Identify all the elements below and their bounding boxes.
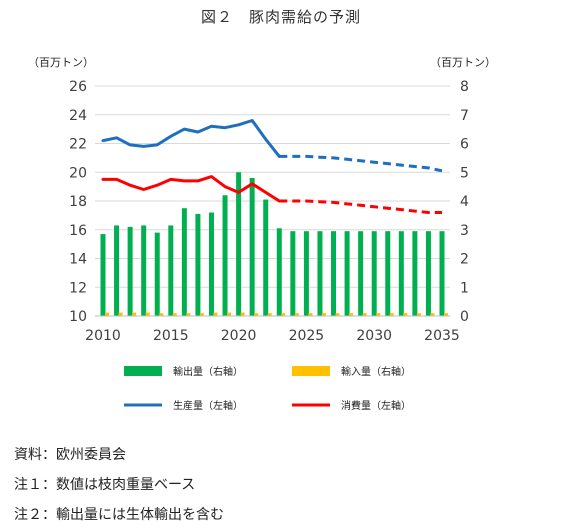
bar-export [398, 231, 404, 316]
bar-import [186, 313, 191, 316]
bar-import [267, 313, 272, 316]
bar-export [168, 225, 174, 316]
legend-label-production: 生産量（左軸） [173, 399, 243, 412]
right-tick-label: 2 [460, 252, 469, 268]
bar-export [276, 228, 282, 316]
right-tick-label: 8 [460, 79, 469, 95]
right-tick-label: 3 [460, 223, 469, 239]
bar-import [444, 313, 448, 316]
bar-export [344, 231, 350, 316]
right-axis-unit: （百万トン） [430, 56, 496, 69]
left-tick-label: 10 [69, 309, 87, 325]
bar-import [349, 313, 354, 316]
bar-export [222, 195, 228, 316]
left-tick-label: 26 [69, 79, 87, 95]
bar-export [385, 231, 391, 316]
x-tick-label: 2020 [221, 328, 257, 344]
x-tick-label: 2030 [356, 328, 392, 344]
bar-import [308, 313, 313, 316]
bar-import [430, 313, 435, 316]
bar-import [294, 313, 299, 316]
chart-title: 図２ 豚肉需給の予測 [200, 8, 361, 26]
bar-export [412, 231, 418, 316]
bar-import [389, 313, 394, 316]
bar-export [439, 231, 445, 316]
bar-export [127, 226, 133, 316]
bar-import [416, 313, 421, 316]
bars [100, 172, 448, 316]
right-tick-label: 4 [460, 194, 469, 210]
bar-import [199, 313, 204, 316]
bar-export [358, 231, 364, 316]
gridlines [95, 85, 450, 317]
legend-label-import: 輸入量（右軸） [341, 365, 411, 378]
bar-import [213, 312, 218, 316]
bar-export [181, 208, 187, 316]
bar-import [281, 313, 286, 316]
right-tick-label: 0 [460, 309, 469, 325]
bar-export [249, 178, 255, 316]
legend-swatch-import [292, 366, 330, 376]
left-tick-label: 12 [69, 280, 87, 296]
legend-label-export: 輸出量（右軸） [173, 365, 243, 378]
left-tick-label: 14 [69, 252, 87, 268]
right-tick-label: 7 [460, 108, 469, 124]
left-tick-label: 18 [69, 194, 87, 210]
left-tick-label: 22 [69, 137, 87, 153]
bar-export [195, 213, 201, 316]
bar-import [321, 313, 326, 316]
x-tick-label: 2025 [289, 328, 325, 344]
x-tick-label: 2015 [153, 328, 189, 344]
bar-export [141, 225, 147, 316]
bar-export [290, 231, 296, 316]
bar-export [425, 231, 431, 316]
bar-export [100, 234, 106, 316]
right-tick-label: 5 [460, 165, 469, 181]
bar-export [236, 172, 242, 316]
bar-export [331, 231, 337, 316]
bar-import [118, 312, 123, 316]
bar-import [172, 313, 177, 316]
production-line-forecast [279, 154, 443, 173]
bar-import [254, 313, 259, 316]
bar-export [114, 225, 120, 316]
note-2: 注２：輸出量には生体輸出を含む [14, 507, 224, 523]
bar-import [227, 312, 232, 316]
bar-export [371, 231, 377, 316]
consumption-line-actual [101, 175, 281, 203]
right-tick-label: 6 [460, 137, 469, 153]
bar-import [240, 312, 245, 316]
legend-swatch-export [124, 366, 162, 376]
production-line-actual [101, 119, 281, 158]
left-tick-label: 24 [69, 108, 87, 124]
bar-export [317, 231, 323, 316]
bar-import [105, 312, 109, 316]
bar-import [403, 313, 408, 316]
bar-export [263, 199, 269, 316]
bar-export [303, 231, 309, 316]
left-tick-label: 16 [69, 223, 87, 239]
right-tick-label: 1 [460, 280, 469, 296]
bar-import [132, 312, 137, 316]
bar-import [376, 313, 381, 316]
x-tick-label: 2035 [424, 328, 460, 344]
bar-export [208, 212, 214, 316]
legend: 輸出量（右軸） 輸入量（右軸） 生産量（左軸） 消費量（左軸） [124, 365, 411, 412]
bar-import [145, 312, 150, 316]
lines [101, 119, 443, 214]
source-note: 資料：欧州委員会 [14, 447, 126, 463]
bar-import [335, 313, 340, 316]
left-tick-label: 20 [69, 165, 87, 181]
bar-export [154, 232, 160, 316]
legend-label-consumption: 消費量（左軸） [341, 399, 411, 412]
left-axis-unit: （百万トン） [28, 56, 94, 69]
bar-import [159, 313, 164, 316]
consumption-line-forecast [279, 199, 442, 214]
x-tick-label: 2010 [85, 328, 121, 344]
note-1: 注１：数値は枝肉重量ベース [14, 477, 196, 493]
bar-import [362, 313, 367, 316]
